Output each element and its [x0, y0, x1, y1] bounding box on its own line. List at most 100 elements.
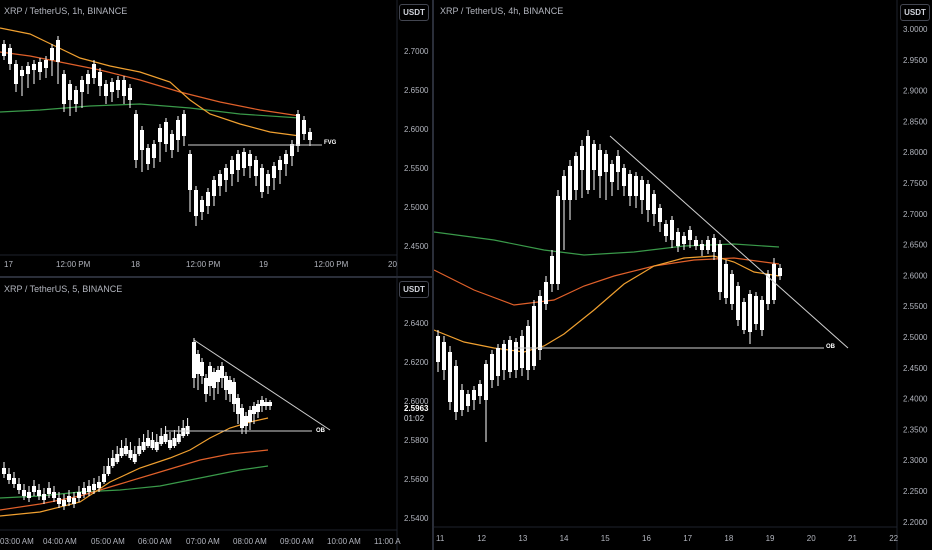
candle-body — [42, 494, 46, 500]
candle-body — [616, 156, 620, 172]
chart-pane-1h[interactable]: XRP / TetherUS, 1h, BINANCE USDT 2.7000 … — [0, 0, 432, 276]
candle-body — [82, 488, 86, 494]
candle-body — [604, 154, 608, 172]
candle-body — [296, 114, 300, 146]
x-tick: 12:00 PM — [56, 260, 91, 269]
candle-body — [164, 122, 168, 144]
candle-body — [712, 238, 716, 252]
currency-button[interactable]: USDT — [399, 4, 429, 21]
candle-body — [454, 366, 458, 412]
candle-body — [124, 446, 128, 454]
candle-body — [622, 168, 626, 186]
x-tick: 12 — [477, 534, 486, 543]
pane-divider[interactable] — [432, 0, 434, 550]
y-tick: 2.4500 — [404, 242, 429, 251]
currency-button[interactable]: USDT — [900, 4, 930, 21]
candle-body — [50, 48, 54, 60]
candle-body — [67, 496, 71, 502]
candle-body — [168, 440, 172, 448]
candle-body — [26, 66, 30, 74]
ma-red-line — [0, 449, 269, 511]
x-tick: 04:00 AM — [43, 537, 77, 546]
candle-body — [22, 490, 26, 496]
chart-pane-5m[interactable]: XRP / TetherUS, 5, BINANCE USDT 2.6400 2… — [0, 278, 432, 550]
candle-body — [2, 44, 6, 56]
candle-body — [188, 154, 192, 190]
candle-body — [778, 268, 782, 276]
candle-body — [236, 398, 240, 414]
candle-body — [92, 484, 96, 490]
candle-body — [264, 402, 268, 406]
candle-body — [77, 492, 81, 498]
candle-body — [670, 220, 674, 240]
candle-body — [248, 410, 252, 422]
candle-body — [754, 296, 758, 324]
candle-body — [586, 136, 590, 190]
candle-body — [302, 120, 306, 134]
y-tick: 2.7000 — [404, 47, 429, 56]
candle-body — [152, 144, 156, 158]
candle-body — [8, 48, 12, 64]
trendline — [609, 135, 849, 349]
candle-body — [52, 492, 56, 498]
candle-body — [206, 192, 210, 206]
candle-body — [97, 482, 101, 488]
y-tick: 2.4500 — [903, 364, 928, 373]
candle-body — [236, 154, 240, 170]
candle-body — [658, 208, 662, 222]
candle-body — [634, 176, 638, 196]
candle-body — [172, 438, 177, 446]
ma-orange-line — [0, 27, 301, 137]
candle-body — [514, 342, 518, 370]
x-tick: 13 — [518, 534, 527, 543]
candle-body — [224, 168, 228, 180]
y-tick: 2.7000 — [903, 210, 928, 219]
y-tick: 2.5000 — [404, 203, 429, 212]
candle-body — [520, 336, 524, 368]
candle-body — [640, 180, 644, 200]
candle-body — [706, 240, 710, 250]
candle-body — [502, 344, 506, 370]
candle-body — [137, 446, 142, 454]
pane-divider[interactable] — [0, 276, 432, 278]
candle-body — [104, 84, 108, 96]
currency-button[interactable]: USDT — [399, 281, 429, 298]
x-tick: 11 — [436, 534, 445, 543]
x-tick: 11:00 A — [374, 537, 401, 546]
candle-body — [14, 64, 18, 84]
x-tick: 21 — [848, 534, 857, 543]
candle-body — [682, 236, 686, 244]
candle-body — [240, 408, 244, 428]
pane-title: XRP / TetherUS, 5, BINANCE — [4, 284, 123, 294]
candle-body — [472, 390, 476, 400]
candle-body — [200, 200, 204, 212]
candle-body — [694, 240, 698, 246]
candle-body — [115, 454, 120, 462]
candle-body — [508, 340, 512, 372]
y-tick: 2.5000 — [903, 333, 928, 342]
chart-canvas[interactable]: 3.0000 2.9500 2.9000 2.8500 2.8000 2.7500 2.70… — [434, 0, 932, 550]
candle-body — [32, 64, 36, 70]
y-tick: 2.6500 — [404, 86, 429, 95]
chart-canvas[interactable] — [0, 0, 432, 276]
chart-canvas[interactable] — [0, 278, 432, 550]
candle-body — [185, 426, 190, 434]
y-tick: 2.6500 — [903, 241, 928, 250]
candle-body — [204, 378, 208, 394]
candle-body — [688, 230, 692, 240]
y-tick: 2.6000 — [404, 397, 429, 406]
candle-body — [664, 224, 668, 236]
candle-body — [284, 154, 288, 164]
candle-body — [272, 166, 276, 178]
candle-body — [436, 336, 440, 362]
candle-body — [170, 134, 174, 150]
y-tick: 2.5500 — [404, 164, 429, 173]
ma-green-line — [0, 465, 269, 499]
candle-body — [163, 434, 168, 442]
y-tick: 2.6200 — [404, 358, 429, 367]
chart-pane-4h[interactable]: XRP / TetherUS, 4h, BINANCE USDT 3.0000 2… — [434, 0, 932, 550]
candle-body — [2, 468, 6, 474]
x-tick: 06:00 AM — [138, 537, 172, 546]
candle-body — [532, 306, 536, 366]
y-tick: 2.9000 — [903, 87, 928, 96]
